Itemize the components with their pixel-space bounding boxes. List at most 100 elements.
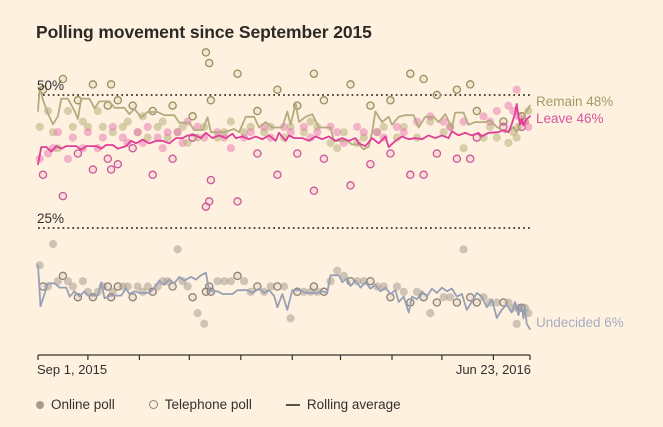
remain-poll-dot-online — [392, 133, 402, 142]
undecided-poll-dot-phone — [452, 298, 462, 307]
leave-poll-dot-phone — [273, 170, 282, 180]
remain-poll-dot-online — [123, 117, 132, 126]
undecided-poll-dot-online — [193, 309, 202, 318]
leave-poll-dot-phone — [386, 149, 395, 158]
leave-poll-dot-phone — [58, 191, 68, 201]
leave-poll-dot-online — [53, 128, 63, 137]
undecided-poll-dot-online — [35, 261, 44, 270]
undecided-poll-dot-online — [183, 282, 192, 291]
remain-poll-dot-phone — [465, 80, 475, 89]
remain-poll-dot-phone — [386, 96, 395, 105]
leave-poll-dot-online — [479, 112, 488, 121]
undecided-poll-dot-online — [63, 277, 72, 286]
leave-poll-dot-online — [353, 122, 362, 131]
legend-item-rolling-average: Rolling average — [285, 397, 401, 412]
leave-poll-dot-online — [163, 128, 172, 137]
leave-poll-dot-online — [306, 133, 315, 142]
leave-poll-dot-online — [399, 128, 408, 137]
leave-poll-dot-phone — [168, 154, 177, 164]
remain-poll-dot-phone — [168, 101, 177, 110]
undecided-poll-dot-online — [200, 319, 209, 328]
leave-poll-dot-online — [98, 133, 107, 142]
undecided-poll-dot-online — [512, 319, 521, 328]
undecided-poll-dot-online — [226, 277, 235, 286]
undecided-poll-dot-online — [220, 277, 229, 286]
remain-poll-dot-online — [178, 122, 187, 131]
chart-legend: Online poll Telephone poll Rolling avera… — [36, 397, 401, 412]
leave-poll-dot-phone — [366, 159, 375, 169]
leave-series-label: Leave 46% — [536, 111, 604, 126]
remain-poll-dot-phone — [204, 58, 214, 68]
rolling-average-lines-layer — [37, 86, 531, 331]
undecided-poll-dot-online — [143, 282, 152, 291]
leave-poll-dot-online — [286, 128, 295, 137]
remain-poll-dot-phone — [432, 90, 442, 100]
remain-poll-dot-online — [512, 133, 521, 142]
undecided-poll-dot-online — [48, 239, 58, 249]
leave-poll-dot-phone — [148, 170, 157, 180]
leave-poll-dot-online — [173, 128, 182, 137]
undecided-poll-dot-phone — [233, 271, 242, 281]
remain-poll-dot-online — [439, 128, 448, 137]
y-axis-label-25: 25% — [37, 211, 64, 226]
leave-poll-dot-online — [299, 122, 308, 131]
leave-poll-dot-phone — [103, 154, 113, 164]
leave-poll-dot-phone — [106, 165, 116, 174]
leave-poll-dot-online — [83, 128, 92, 137]
remain-poll-dot-phone — [201, 48, 211, 57]
undecided-poll-dot-online — [240, 277, 249, 286]
undecided-poll-dot-online — [412, 287, 422, 296]
undecided-poll-dot-online — [353, 277, 362, 286]
leave-poll-dot-online — [118, 133, 127, 142]
remain-poll-dot-online — [68, 122, 77, 131]
remain-poll-dot-phone — [188, 112, 197, 121]
leave-poll-dot-online — [153, 133, 162, 142]
remain-poll-dot-phone — [58, 74, 68, 84]
leave-poll-dot-phone — [346, 181, 355, 190]
undecided-poll-dot-phone — [103, 282, 113, 291]
x-axis-start-label: Sep 1, 2015 — [37, 362, 107, 377]
remain-poll-dot-online — [379, 122, 388, 131]
remain-poll-dot-phone — [233, 69, 242, 78]
leave-poll-dot-online — [68, 133, 77, 142]
remain-poll-dot-online — [326, 138, 335, 147]
remain-poll-dot-online — [183, 138, 192, 147]
undecided-poll-dot-online — [313, 287, 322, 296]
undecided-series-label: Undecided 6% — [536, 315, 624, 330]
x-axis-ticks — [37, 355, 531, 360]
leave-poll-dot-online — [63, 154, 72, 163]
leave-poll-dot-online — [246, 128, 255, 137]
leave-poll-dot-phone — [204, 197, 214, 206]
undecided-poll-dot-online — [133, 282, 142, 291]
undecided-poll-dot-online — [173, 245, 182, 254]
legend-label-online-poll: Online poll — [51, 397, 115, 412]
legend-label-telephone-poll: Telephone poll — [164, 397, 252, 412]
leave-poll-dot-phone — [73, 149, 83, 158]
leave-poll-dot-phone — [452, 154, 462, 164]
remain-poll-dot-phone — [406, 69, 415, 78]
x-axis-end-label: Jun 23, 2016 — [456, 362, 531, 377]
remain-poll-dot-phone — [128, 101, 137, 110]
undecided-poll-dot-phone — [472, 298, 482, 307]
leave-rolling-average-line — [37, 103, 531, 166]
remain-poll-dot-online — [339, 128, 348, 137]
remain-poll-dot-online — [153, 122, 162, 131]
leave-poll-dot-online — [226, 144, 235, 153]
remain-poll-dot-phone — [346, 80, 355, 89]
leave-poll-dot-online — [143, 122, 152, 131]
undecided-poll-dot-phone — [188, 292, 197, 302]
remain-poll-dot-online — [143, 133, 152, 142]
leave-poll-dot-online — [133, 128, 142, 137]
undecided-poll-dot-online — [459, 245, 468, 254]
remain-rolling-average-line — [37, 86, 531, 151]
remain-poll-dot-online — [118, 122, 127, 131]
leave-poll-dot-phone — [406, 170, 415, 180]
remain-poll-dot-phone — [113, 96, 123, 105]
remain-poll-dot-phone — [253, 106, 262, 116]
undecided-poll-dot-online — [399, 287, 408, 296]
remain-poll-dot-phone — [273, 85, 282, 94]
leave-poll-dot-phone — [253, 149, 262, 158]
undecided-poll-dot-online — [439, 293, 448, 302]
remain-poll-dot-phone — [309, 69, 319, 78]
